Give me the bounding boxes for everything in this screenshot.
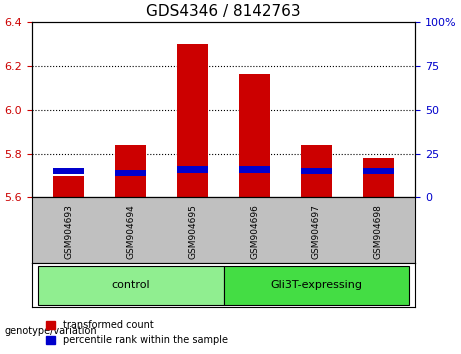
Bar	[301, 145, 332, 198]
Text: genotype/variation: genotype/variation	[5, 326, 97, 336]
Bar	[53, 176, 84, 198]
Bar	[301, 168, 332, 175]
Bar	[177, 44, 208, 198]
Legend: transformed count, percentile rank within the sample: transformed count, percentile rank withi…	[42, 316, 232, 349]
Bar	[363, 158, 394, 198]
Text: GSM904696: GSM904696	[250, 204, 259, 259]
Title: GDS4346 / 8142763: GDS4346 / 8142763	[146, 4, 301, 19]
Text: GSM904697: GSM904697	[312, 204, 321, 259]
Bar	[115, 145, 146, 198]
Text: GSM904695: GSM904695	[188, 204, 197, 259]
Text: control: control	[112, 280, 150, 290]
Bar	[239, 166, 270, 173]
FancyBboxPatch shape	[38, 266, 224, 305]
Text: GSM904698: GSM904698	[374, 204, 383, 259]
Bar	[177, 166, 208, 173]
Text: GSM904693: GSM904693	[64, 204, 73, 259]
Text: GSM904694: GSM904694	[126, 204, 135, 259]
Bar	[53, 168, 84, 175]
Bar	[363, 168, 394, 175]
FancyBboxPatch shape	[224, 266, 409, 305]
Text: Gli3T-expressing: Gli3T-expressing	[271, 280, 362, 290]
Bar	[115, 170, 146, 176]
Bar	[239, 74, 270, 198]
